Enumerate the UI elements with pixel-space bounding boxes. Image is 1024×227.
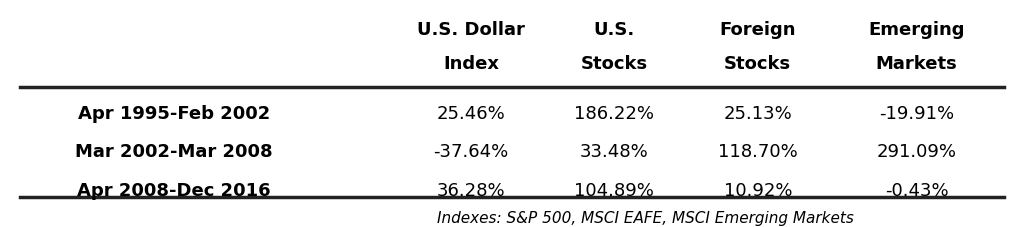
Text: Indexes: S&P 500, MSCI EAFE, MSCI Emerging Markets: Indexes: S&P 500, MSCI EAFE, MSCI Emergi… — [436, 210, 854, 225]
Text: Stocks: Stocks — [724, 54, 792, 72]
Text: U.S. Dollar: U.S. Dollar — [417, 20, 525, 38]
Text: 25.46%: 25.46% — [436, 104, 506, 122]
Text: Apr 2008-Dec 2016: Apr 2008-Dec 2016 — [77, 181, 271, 199]
Text: 33.48%: 33.48% — [580, 143, 649, 161]
Text: Foreign: Foreign — [720, 20, 796, 38]
Text: Index: Index — [443, 54, 499, 72]
Text: Mar 2002-Mar 2008: Mar 2002-Mar 2008 — [76, 143, 272, 161]
Text: 25.13%: 25.13% — [723, 104, 793, 122]
Text: Emerging: Emerging — [868, 20, 965, 38]
Text: 291.09%: 291.09% — [877, 143, 956, 161]
Text: Apr 1995-Feb 2002: Apr 1995-Feb 2002 — [78, 104, 270, 122]
Text: -0.43%: -0.43% — [885, 181, 948, 199]
Text: Markets: Markets — [876, 54, 957, 72]
Text: 118.70%: 118.70% — [718, 143, 798, 161]
Text: U.S.: U.S. — [594, 20, 635, 38]
Text: -19.91%: -19.91% — [879, 104, 954, 122]
Text: 10.92%: 10.92% — [724, 181, 792, 199]
Text: -37.64%: -37.64% — [433, 143, 509, 161]
Text: 104.89%: 104.89% — [574, 181, 654, 199]
Text: Stocks: Stocks — [581, 54, 648, 72]
Text: 186.22%: 186.22% — [574, 104, 654, 122]
Text: 36.28%: 36.28% — [436, 181, 506, 199]
